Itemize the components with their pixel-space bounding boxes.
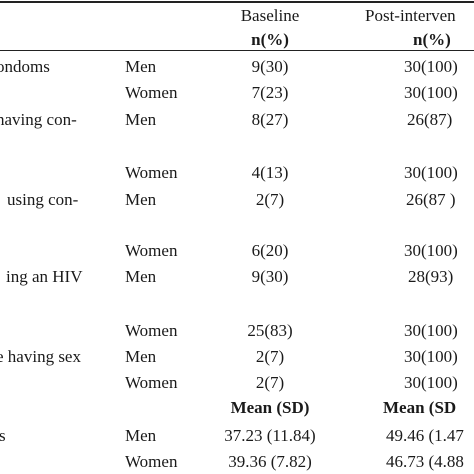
mean-row-baseline: 39.36 (7.82): [228, 452, 312, 471]
mean-row-baseline: 37.23 (11.84): [224, 426, 316, 445]
row-label: having con-: [0, 110, 77, 129]
row-post: 26(87 ): [406, 190, 456, 209]
row-baseline: 8(27): [251, 110, 289, 129]
row-baseline: 2(7): [255, 190, 285, 209]
n-pct-baseline: n(%): [251, 30, 289, 49]
row-baseline: 9(30): [251, 57, 289, 76]
row-label: ing an HIV: [6, 267, 83, 286]
row-post: 26(87): [407, 110, 453, 129]
row-sex: Women: [125, 163, 178, 182]
row-post: 30(100): [404, 373, 458, 392]
row-baseline: 2(7): [255, 347, 285, 366]
row-post: 30(100): [404, 57, 458, 76]
mean-row-post: 46.73 (4.88: [386, 452, 464, 471]
baseline-header: Baseline: [240, 6, 300, 25]
row-post: 30(100): [404, 83, 458, 102]
top-rule: [0, 1, 474, 3]
row-sex: Men: [125, 190, 157, 209]
row-sex: Men: [125, 57, 157, 76]
row-post: 30(100): [404, 347, 458, 366]
row-sex: Men: [125, 347, 157, 366]
mean-sd-baseline: Mean (SD): [230, 398, 310, 417]
mean-row-post: 49.46 (1.47: [386, 426, 464, 445]
row-label: ondoms: [0, 57, 50, 76]
row-label: e having sex: [0, 347, 81, 366]
row-sex: Women: [125, 373, 178, 392]
row-baseline: 2(7): [255, 373, 285, 392]
n-pct-post: n(%): [413, 30, 451, 49]
row-baseline: 4(13): [251, 163, 289, 182]
row-baseline: 7(23): [251, 83, 289, 102]
row-post: 30(100): [404, 241, 458, 260]
row-post: 28(93): [408, 267, 454, 286]
row-label: using con-: [7, 190, 79, 209]
row-sex: Women: [125, 83, 178, 102]
row-baseline: 9(30): [251, 267, 289, 286]
row-baseline: 25(83): [247, 321, 293, 340]
row-sex: Men: [125, 110, 157, 129]
mean-sd-post: Mean (SD: [383, 398, 457, 417]
mean-row-sex: Women: [125, 452, 178, 471]
post-intervention-header: Post-interven: [365, 6, 456, 25]
row-baseline: 6(20): [251, 241, 289, 260]
row-post: 30(100): [404, 321, 458, 340]
mean-row-sex: Men: [125, 426, 157, 445]
header-rule: [0, 50, 474, 51]
row-post: 30(100): [404, 163, 458, 182]
mean-row-label: s: [0, 426, 6, 445]
row-sex: Women: [125, 241, 178, 260]
row-sex: Women: [125, 321, 178, 340]
row-sex: Men: [125, 267, 157, 286]
